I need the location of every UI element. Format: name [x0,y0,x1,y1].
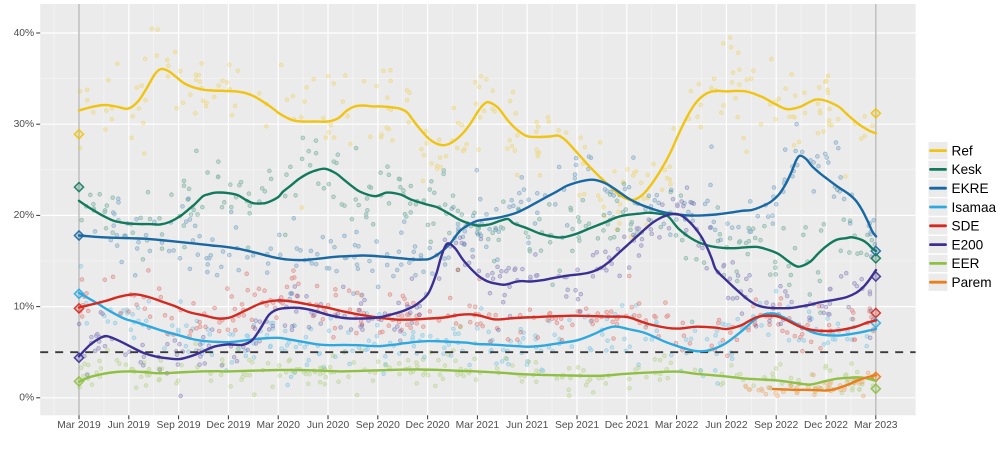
svg-text:Jun 2021: Jun 2021 [506,420,549,431]
svg-text:Mar 2019: Mar 2019 [57,420,101,431]
svg-text:Mar 2020: Mar 2020 [256,420,300,431]
svg-text:20%: 20% [14,210,35,221]
svg-text:Dec 2020: Dec 2020 [406,420,450,431]
svg-text:Isamaa: Isamaa [952,200,997,215]
svg-text:Mar 2021: Mar 2021 [456,420,500,431]
svg-text:EKRE: EKRE [952,181,989,196]
svg-text:E200: E200 [952,237,984,252]
svg-text:40%: 40% [14,28,35,39]
svg-text:30%: 30% [14,119,35,130]
svg-text:Ref: Ref [952,143,973,158]
svg-text:Jun 2019: Jun 2019 [108,420,151,431]
svg-text:Jun 2020: Jun 2020 [307,420,350,431]
svg-text:Sep 2019: Sep 2019 [157,420,201,431]
svg-text:Sep 2021: Sep 2021 [555,420,599,431]
svg-text:Mar 2022: Mar 2022 [655,420,699,431]
svg-text:Dec 2021: Dec 2021 [605,420,649,431]
svg-text:Kesk: Kesk [952,162,982,177]
svg-text:0%: 0% [19,393,34,404]
svg-text:Mar 2023: Mar 2023 [854,420,898,431]
svg-text:Sep 2020: Sep 2020 [356,420,400,431]
svg-text:Dec 2022: Dec 2022 [804,420,848,431]
svg-text:Sep 2022: Sep 2022 [754,420,798,431]
svg-text:Dec 2019: Dec 2019 [206,420,250,431]
svg-text:SDE: SDE [952,219,980,234]
svg-text:Jun 2022: Jun 2022 [705,420,748,431]
svg-text:10%: 10% [14,301,35,312]
svg-text:Parem: Parem [952,275,992,290]
svg-text:EER: EER [952,256,980,271]
